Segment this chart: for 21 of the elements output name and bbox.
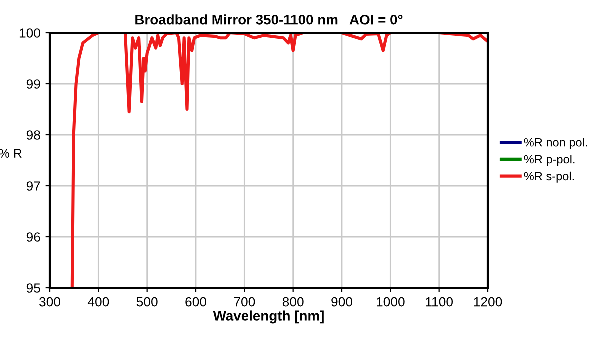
y-tick-label: 99: [26, 80, 40, 89]
x-tick-label: 900: [332, 297, 352, 307]
legend-label: %R p-pol.: [524, 155, 575, 166]
y-tick-label: 100: [20, 28, 40, 38]
x-tick-label: 800: [282, 297, 304, 307]
y-tick-label: 97: [26, 182, 40, 191]
x-tick-label: 600: [186, 297, 206, 307]
x-tick-label: 500: [136, 297, 158, 307]
x-tick-label: 400: [88, 297, 110, 307]
x-tick-label: 1000: [377, 297, 405, 307]
chart-title: Broadband Mirror 350-1100 nm AOI = 0°: [136, 14, 403, 25]
y-tick-label: 98: [26, 130, 40, 140]
legend-label: %R s-pol.: [524, 172, 574, 183]
x-tick-label: 700: [234, 297, 256, 307]
x-axis-title: Wavelength [nm]: [213, 310, 324, 324]
x-tick-label: 1200: [474, 297, 502, 307]
y-tick-label: 95: [26, 284, 40, 293]
legend-label: %R non pol.: [524, 138, 588, 150]
x-tick-label: 300: [39, 297, 60, 307]
y-tick-label: 96: [26, 232, 40, 242]
x-tick-label: 1100: [426, 297, 454, 307]
